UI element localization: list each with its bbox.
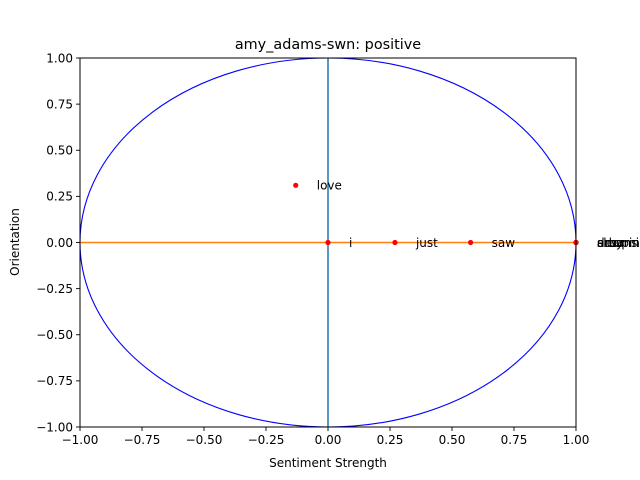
point-label: just — [415, 236, 438, 250]
x-tick-label: 1.00 — [563, 433, 590, 447]
point-label: saw — [492, 236, 516, 250]
y-tick-label: 0.50 — [46, 144, 73, 158]
x-tick-label: 0.75 — [501, 433, 528, 447]
x-tick-label: 0.00 — [315, 433, 342, 447]
point-label: i — [349, 236, 352, 250]
x-tick-label: −0.25 — [248, 433, 285, 447]
chart-title: amy_adams-swn: positive — [235, 37, 421, 53]
point-label: amy — [597, 236, 623, 250]
data-point — [325, 239, 331, 246]
y-tick-label: 0.00 — [46, 236, 73, 250]
y-tick-label: −0.75 — [36, 374, 73, 388]
x-tick-label: −1.00 — [62, 433, 99, 447]
y-axis-label: Orientation — [8, 208, 22, 276]
y-tick-label: 0.25 — [46, 190, 73, 204]
data-point — [293, 182, 299, 188]
point-label: adams — [597, 236, 637, 250]
point-label: love — [317, 179, 342, 193]
point-label: sleeping — [597, 236, 640, 250]
plot-area: love i just saw sleepingdreamingamyadams −1.0… — [36, 51, 640, 447]
y-tick-label: −0.25 — [36, 282, 73, 296]
x-tick-label: 0.50 — [439, 433, 466, 447]
data-point — [468, 239, 474, 246]
y-tick-label: 0.75 — [46, 97, 73, 111]
data-point — [392, 239, 398, 246]
x-tick-label: −0.50 — [186, 433, 223, 447]
x-tick-label: 0.25 — [377, 433, 404, 447]
x-axis-label: Sentiment Strength — [269, 456, 387, 470]
y-tick-label: −0.50 — [36, 328, 73, 342]
point-label: dreaming — [597, 236, 640, 250]
x-tick-label: −0.75 — [124, 433, 161, 447]
y-tick-label: 1.00 — [46, 51, 73, 65]
y-tick-label: −1.00 — [36, 420, 73, 434]
